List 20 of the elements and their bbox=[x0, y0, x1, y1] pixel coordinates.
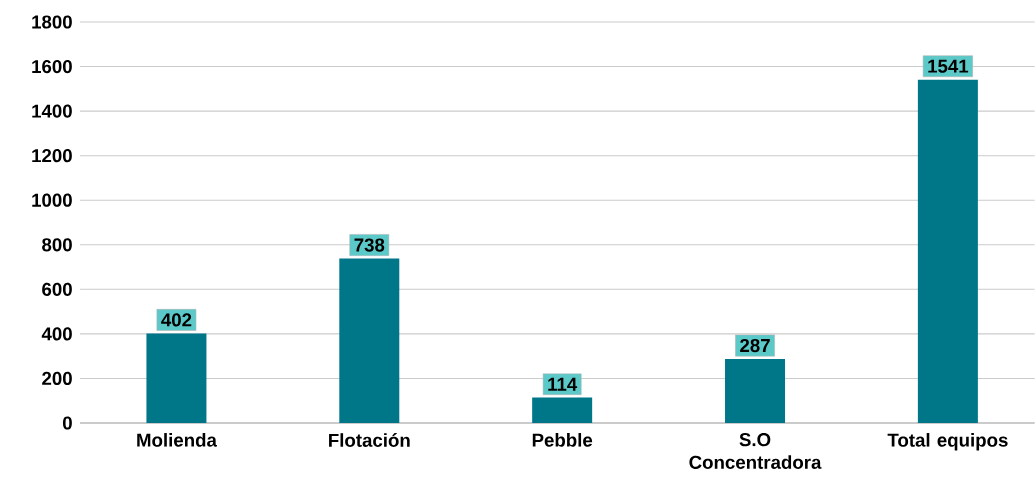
x-tick-label: Flotación bbox=[329, 433, 410, 447]
data-label: 1541 bbox=[928, 59, 969, 73]
data-label: 738 bbox=[354, 238, 385, 252]
y-tick-label: 200 bbox=[42, 371, 72, 386]
y-tick-label: 400 bbox=[41, 327, 72, 341]
x-tick-label: S.O Concentradora bbox=[689, 433, 822, 469]
x-tick-label: Total equipos bbox=[887, 433, 1008, 451]
data-label: 402 bbox=[161, 313, 192, 327]
y-tick-label: 1600 bbox=[32, 59, 72, 74]
y-tick-label: 1400 bbox=[32, 104, 72, 118]
data-label: 114 bbox=[548, 377, 578, 391]
x-tick-label: Molienda bbox=[137, 433, 218, 447]
data-label: 287 bbox=[740, 338, 770, 353]
y-tick-label: 0 bbox=[62, 416, 72, 430]
y-tick-label: 800 bbox=[42, 238, 72, 252]
x-tick-label: Pebble bbox=[532, 433, 593, 447]
y-tick-label: 600 bbox=[42, 282, 72, 296]
y-tick-label: 1200 bbox=[32, 149, 72, 163]
y-tick-label: 1000 bbox=[32, 193, 72, 207]
y-tick-label: 1800 bbox=[32, 15, 72, 29]
